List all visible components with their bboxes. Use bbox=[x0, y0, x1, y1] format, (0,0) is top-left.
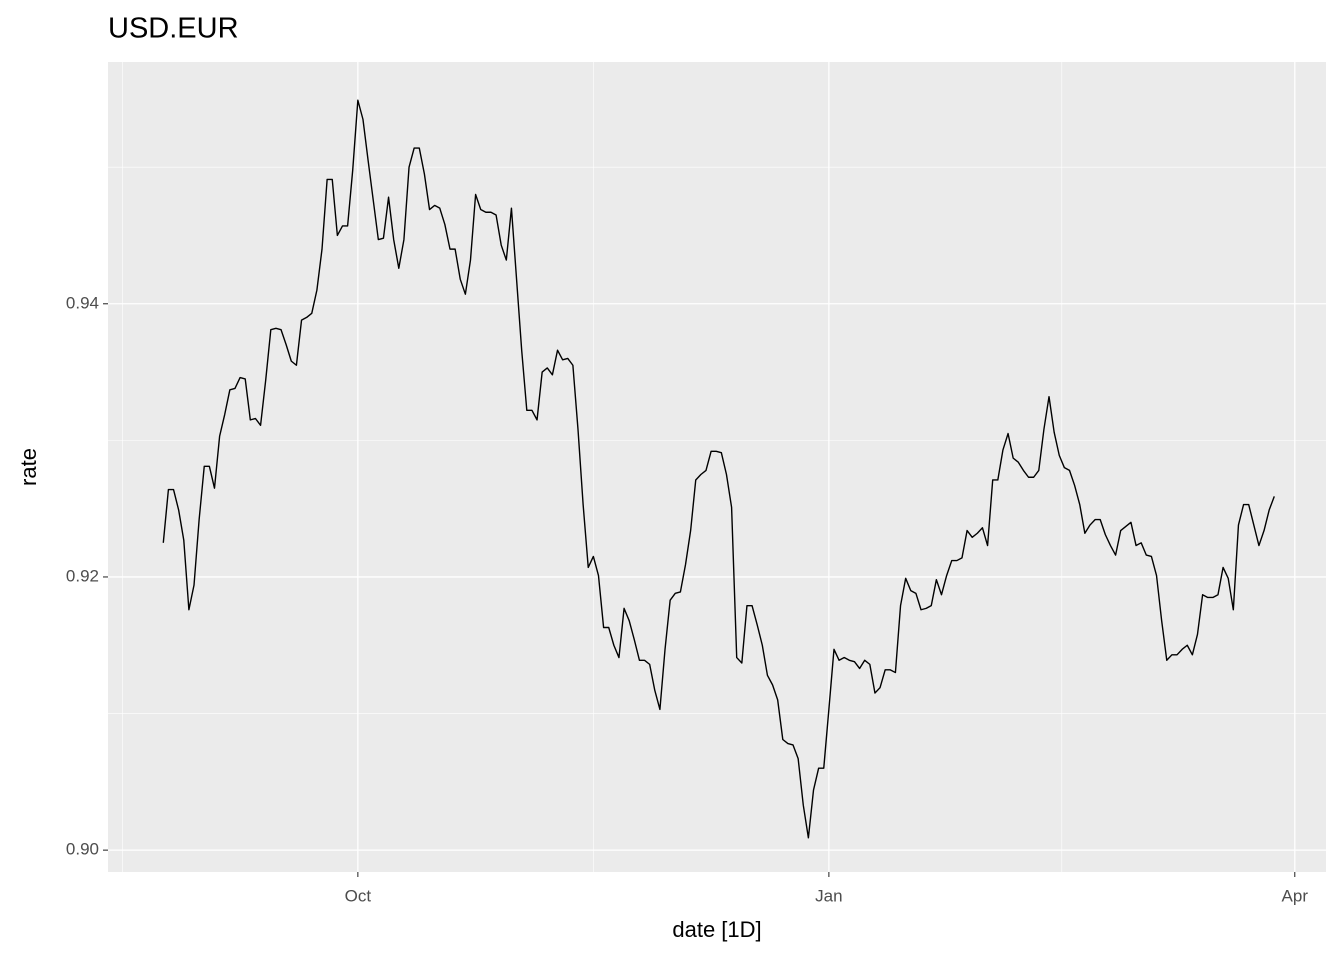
axes: 0.90 0.92 0.94 Oct Jan Apr bbox=[66, 293, 1308, 905]
grid bbox=[108, 62, 1326, 872]
y-tick-label: 0.94 bbox=[66, 293, 99, 312]
marks bbox=[162, 99, 1275, 839]
line bbox=[162, 99, 1275, 839]
x-axis-title: date [1D] bbox=[672, 917, 761, 942]
x-tick-label: Apr bbox=[1282, 886, 1309, 905]
y-tick-label: 0.92 bbox=[66, 566, 99, 585]
panel bbox=[108, 62, 1326, 872]
y-axis-title: rate bbox=[16, 448, 41, 486]
y-tick-label: 0.90 bbox=[66, 840, 99, 859]
x-tick-label: Jan bbox=[815, 886, 842, 905]
x-tick-label: Oct bbox=[345, 886, 372, 905]
chart-title: USD.EUR bbox=[108, 13, 239, 45]
